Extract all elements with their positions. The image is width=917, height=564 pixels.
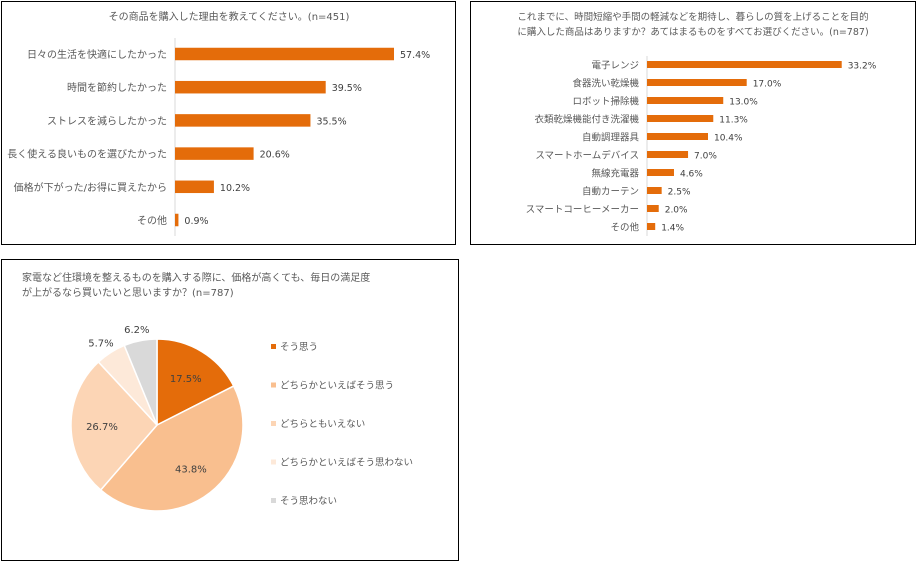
slice-label: 5.7% [88,338,113,349]
legend-label: そう思わない [280,496,337,507]
category-label: 食器洗い乾燥機 [572,78,639,90]
bar [175,213,179,227]
data-label: 57.4% [400,50,430,61]
pie-slice [70,360,159,492]
category-label: 自動調理器具 [582,132,640,144]
bar [647,79,747,86]
legend-swatch [271,344,276,349]
bar [175,114,311,127]
category-label: 時間を節約したかった [67,81,167,94]
category-label: その他 [137,214,167,227]
bar [647,97,724,104]
bar [647,205,659,212]
slice-label: 17.5% [170,374,202,385]
data-label: 11.3% [719,116,748,126]
category-label: ストレスを減らしたかった [47,114,167,127]
data-label: 20.6% [260,150,290,161]
category-label: スマートコーヒーメーカー [526,205,639,216]
data-label: 0.9% [184,216,208,227]
chart-title: その商品を購入した理由を教えてください。(n=451) [109,10,350,23]
bar [175,180,214,194]
category-label: 電子レンジ [591,61,639,72]
bar [647,169,674,176]
data-label: 7.0% [694,152,717,162]
data-label: 39.5% [332,83,362,94]
data-label: 2.5% [668,188,691,198]
legend-swatch [271,421,276,426]
bar [175,47,395,61]
legend-swatch [271,459,276,465]
willingness-pie-chart: 家電など住環境を整えるものを購入する際に、価格が高くても、毎日の満足度 が上がる… [22,271,413,512]
products-bar-chart: これまでに、時間短縮や手間の軽減などを期待し、暮らしの質を上げることを目的 に購… [517,11,877,236]
bar [647,133,708,140]
legend-swatch [271,382,276,388]
category-label: ロボット掃除機 [572,96,639,108]
pie-slice [156,338,235,427]
pie-slice [99,385,244,512]
category-label: 無線充電器 [591,168,639,180]
legend-label: どちらかといえばそう思う [280,381,394,392]
slice-label: 26.7% [86,422,118,433]
reason-chart-panel: その商品を購入した理由を教えてください。(n=451) 日々の生活を快適にしたか… [1,1,456,245]
category-label: 日々の生活を快適にしたかった [27,48,167,61]
bar [647,223,656,230]
slice-label: 6.2% [124,325,149,336]
bar [647,187,662,194]
category-label: 衣類乾燥機能付き洗濯機 [534,114,639,126]
data-label: 33.2% [848,62,877,72]
data-label: 35.5% [316,116,346,127]
willingness-chart-panel: 家電など住環境を整えるものを購入する際に、価格が高くても、毎日の満足度 が上がる… [1,259,459,561]
data-label: 10.2% [220,183,250,194]
products-chart-panel: これまでに、時間短縮や手間の軽減などを期待し、暮らしの質を上げることを目的 に購… [470,1,916,245]
legend-label: どちらともいえない [280,419,365,430]
bar [647,115,714,122]
data-label: 17.0% [753,80,782,90]
category-label: スマートホームデバイス [535,150,639,162]
legend-label: どちらかといえばそう思わない [280,458,413,469]
data-label: 4.6% [680,170,703,180]
bar [175,147,254,160]
legend-swatch [271,498,276,503]
data-label: 10.4% [714,134,743,144]
bar [175,80,326,94]
legend-label: そう思う [280,342,318,353]
category-label: 長く使える良いものを選びたかった [7,148,167,161]
chart-title-line-1: これまでに、時間短縮や手間の軽減などを期待し、暮らしの質を上げることを目的 [517,11,868,23]
chart-title-line-2: に購入した商品はありますか？あてはまるものをすべてお選びください。(n=787) [517,26,868,38]
data-label: 1.4% [661,224,684,234]
chart-title-line-1: 家電など住環境を整えるものを購入する際に、価格が高くても、毎日の満足度 [22,271,370,284]
pie-slice [123,338,158,426]
category-label: その他 [610,222,639,234]
slice-label: 43.8% [175,464,207,475]
category-label: 自動カーテン [582,186,639,198]
bar [647,151,689,158]
data-label: 2.0% [665,206,688,216]
chart-title-line-2: が上がるなら買いたいと思いますか？(n=787) [22,286,234,299]
category-label: 価格が下がった/お得に買えたから [14,181,167,194]
data-label: 13.0% [729,98,758,108]
bar [647,61,842,68]
reason-bar-chart: その商品を購入した理由を教えてください。(n=451) 日々の生活を快適にしたか… [7,10,430,236]
